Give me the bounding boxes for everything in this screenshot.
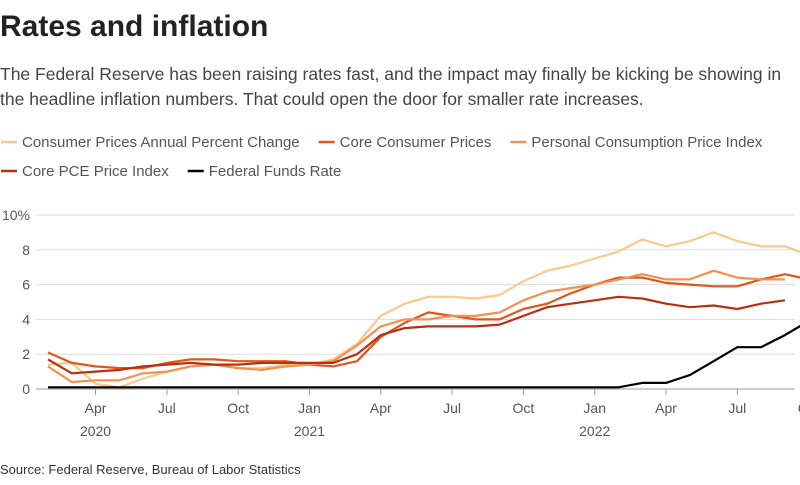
chart-subtitle: The Federal Reserve has been raising rat… — [0, 64, 782, 109]
x-tick-label: Apr — [85, 400, 107, 416]
chart-title: Rates and inflation — [0, 10, 269, 43]
y-tick-label: 0 — [22, 381, 30, 397]
series-line — [47, 269, 785, 384]
x-tick-label: Oct — [227, 400, 249, 416]
legend-label: Core PCE Price Index — [22, 163, 169, 180]
x-tick-label: Jan — [298, 400, 321, 416]
legend-item: Core Consumer Prices — [318, 134, 492, 151]
x-year-label: 2021 — [294, 423, 325, 439]
y-tick-label: 10% — [2, 207, 30, 223]
y-tick-label: 8 — [22, 242, 30, 258]
x-tick-label: Jul — [158, 400, 176, 416]
series-line — [47, 273, 800, 370]
x-tick-label: Oct — [513, 400, 535, 416]
y-tick-label: 2 — [22, 346, 30, 362]
x-year-label: 2020 — [80, 423, 111, 439]
legend-item: Federal Funds Rate — [187, 163, 342, 180]
y-tick-label: 6 — [22, 277, 30, 293]
x-tick-label: Jul — [443, 400, 461, 416]
y-tick-label: 4 — [22, 311, 30, 327]
legend-item: Personal Consumption Price Index — [510, 134, 763, 151]
legend-label: Personal Consumption Price Index — [531, 134, 762, 151]
x-tick-label: Jan — [583, 400, 606, 416]
x-tick-label: Oct — [798, 400, 800, 416]
series-line — [47, 295, 786, 375]
x-year-label: 2022 — [579, 423, 610, 439]
series-line — [48, 324, 800, 389]
x-tick-label: Jul — [728, 400, 746, 416]
x-tick-label: Apr — [370, 400, 392, 416]
legend-label: Core Consumer Prices — [340, 134, 492, 151]
x-tick-label: Apr — [655, 400, 677, 416]
legend-item: Core PCE Price Index — [1, 163, 169, 180]
legend-label: Consumer Prices Annual Percent Change — [22, 134, 300, 151]
legend-label: Federal Funds Rate — [209, 163, 342, 180]
legend-item: Consumer Prices Annual Percent Change — [1, 134, 300, 151]
source-note: Source: Federal Reserve, Bureau of Labor… — [0, 462, 301, 477]
